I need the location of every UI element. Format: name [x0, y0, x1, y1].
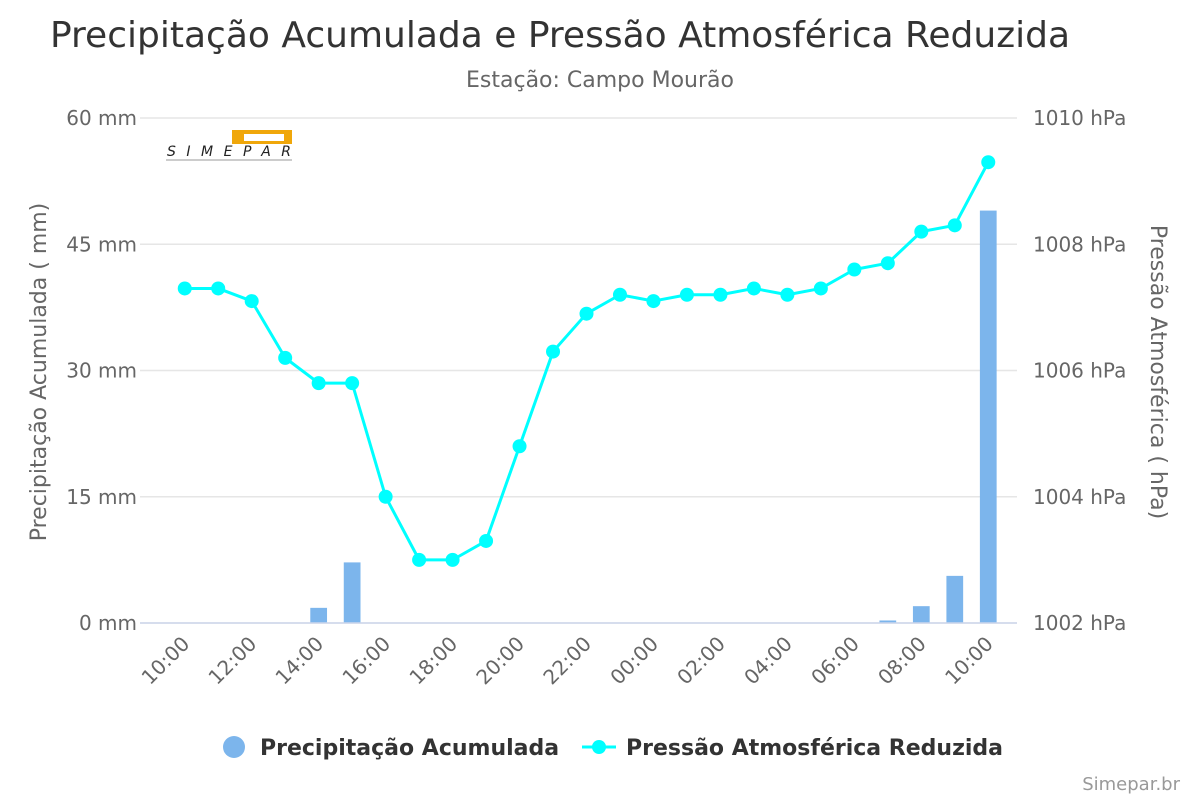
pressure-point[interactable]: [412, 552, 427, 567]
x-tick-label: 02:00: [672, 632, 730, 690]
y-right-tick-label: 1002 hPa: [1033, 611, 1126, 635]
pressure-point[interactable]: [479, 533, 494, 548]
precipitation-bar[interactable]: [946, 575, 964, 623]
precipitation-bar[interactable]: [912, 606, 930, 623]
precipitation-bar[interactable]: [310, 607, 328, 623]
y-left-tick-label: 15 mm: [66, 485, 137, 509]
x-tick-label: 22:00: [538, 632, 596, 690]
pressure-point[interactable]: [713, 287, 728, 302]
x-tick-label: 08:00: [873, 632, 931, 690]
pressure-point[interactable]: [512, 439, 527, 454]
legend-item-precipitation[interactable]: Precipitação Acumulada: [223, 736, 559, 761]
x-tick-label: 12:00: [204, 632, 262, 690]
legend-symbol-pressure: [592, 740, 606, 754]
precipitation-bar[interactable]: [879, 620, 897, 623]
x-tick-label: 18:00: [404, 632, 462, 690]
y-right-axis: 1002 hPa 1004 hPa 1006 hPa 1008 hPa 1010 hPa: [1033, 106, 1126, 635]
pressure-point[interactable]: [746, 281, 761, 296]
precipitation-bar[interactable]: [979, 210, 997, 624]
pressure-point[interactable]: [981, 155, 996, 170]
legend-label-pressure: Pressão Atmosférica Reduzida: [626, 736, 1003, 761]
pressure-point[interactable]: [947, 218, 962, 233]
precipitation-bar[interactable]: [343, 562, 361, 623]
pressure-line: [177, 155, 996, 567]
pressure-point[interactable]: [244, 294, 259, 309]
pressure-point[interactable]: [847, 262, 862, 277]
y-left-tick-label: 60 mm: [66, 106, 137, 130]
x-tick-label: 04:00: [739, 632, 797, 690]
pressure-point[interactable]: [445, 552, 460, 567]
pressure-point[interactable]: [345, 376, 360, 391]
pressure-point[interactable]: [546, 344, 561, 359]
pressure-point[interactable]: [646, 294, 661, 309]
y-right-axis-label: Pressão Atmosférica ( hPa): [1145, 225, 1170, 519]
x-tick-label: 10:00: [940, 632, 998, 690]
y-right-tick-label: 1006 hPa: [1033, 359, 1126, 383]
pressure-point[interactable]: [612, 287, 627, 302]
legend-symbol-precipitation: [223, 736, 245, 758]
pressure-point[interactable]: [914, 224, 929, 239]
pressure-point[interactable]: [579, 306, 594, 321]
x-tick-label: 00:00: [605, 632, 663, 690]
x-tick-label: 10:00: [137, 632, 195, 690]
y-left-axis-label: Precipitação Acumulada ( mm): [27, 203, 52, 542]
pressure-point[interactable]: [278, 350, 293, 365]
legend: Precipitação Acumulada Pressão Atmosféri…: [223, 736, 1003, 761]
chart-subtitle: Estação: Campo Mourão: [466, 68, 734, 93]
pressure-point[interactable]: [177, 281, 192, 296]
chart-title: Precipitação Acumulada e Pressão Atmosfé…: [50, 15, 1070, 56]
pressure-point[interactable]: [780, 287, 795, 302]
pressure-point[interactable]: [311, 376, 326, 391]
pressure-point[interactable]: [211, 281, 226, 296]
pressure-point[interactable]: [813, 281, 828, 296]
y-right-tick-label: 1010 hPa: [1033, 106, 1126, 130]
pressure-line-path: [184, 161, 990, 562]
y-right-tick-label: 1008 hPa: [1033, 232, 1126, 256]
x-tick-label: 20:00: [471, 632, 529, 690]
pressure-point[interactable]: [880, 256, 895, 271]
pressure-point[interactable]: [378, 489, 393, 504]
y-left-tick-label: 45 mm: [66, 232, 137, 256]
legend-item-pressure[interactable]: Pressão Atmosférica Reduzida: [582, 736, 1003, 761]
x-axis: 10:00 12:00 14:00 16:00 18:00 20:00 22:00 00:00…: [137, 622, 1017, 690]
x-tick-label: 06:00: [806, 632, 864, 690]
x-tick-label: 14:00: [270, 632, 328, 690]
y-right-tick-label: 1004 hPa: [1033, 485, 1126, 509]
y-left-tick-label: 0 mm: [79, 611, 137, 635]
credit-text[interactable]: Simepar.br: [1082, 774, 1180, 795]
x-tick-label: 16:00: [337, 632, 395, 690]
legend-label-precipitation: Precipitação Acumulada: [260, 736, 559, 761]
grid-lines: [140, 117, 1017, 624]
pressure-point[interactable]: [679, 287, 694, 302]
simepar-logo: SIMEPAR: [166, 130, 292, 161]
y-left-tick-label: 30 mm: [66, 359, 137, 383]
y-left-axis: 0 mm 15 mm 30 mm 45 mm 60 mm: [66, 106, 137, 635]
precipitation-bars: [310, 210, 997, 624]
